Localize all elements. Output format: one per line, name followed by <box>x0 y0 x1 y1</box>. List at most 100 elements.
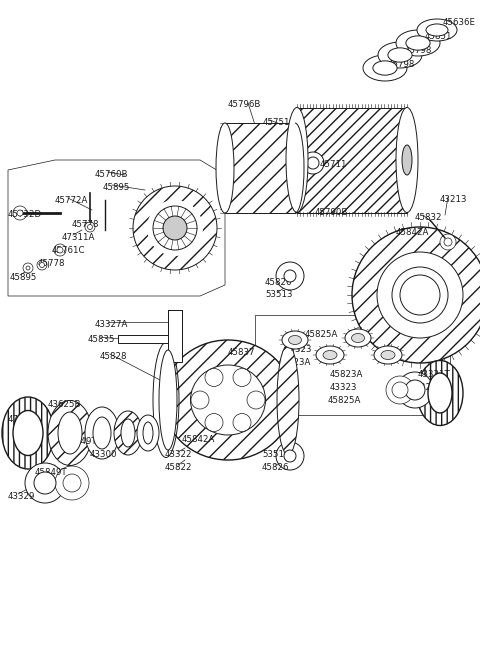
Circle shape <box>392 382 408 398</box>
Circle shape <box>153 206 197 250</box>
Ellipse shape <box>2 397 54 469</box>
Ellipse shape <box>85 407 119 459</box>
Ellipse shape <box>373 61 397 75</box>
Ellipse shape <box>121 419 135 447</box>
Text: 43300: 43300 <box>90 450 118 459</box>
Text: 45842A: 45842A <box>396 228 430 237</box>
Circle shape <box>284 270 296 282</box>
Circle shape <box>397 372 433 408</box>
Text: 47311A: 47311A <box>62 233 96 242</box>
Text: 43329: 43329 <box>8 492 36 501</box>
Ellipse shape <box>13 411 43 455</box>
Circle shape <box>302 152 324 174</box>
Text: 45796B: 45796B <box>228 100 262 109</box>
Bar <box>168 310 182 362</box>
Polygon shape <box>8 160 225 296</box>
Ellipse shape <box>191 365 265 435</box>
Circle shape <box>233 369 251 386</box>
Text: 43331T: 43331T <box>418 370 451 379</box>
Text: 45823A: 45823A <box>278 358 312 367</box>
Text: 45826: 45826 <box>262 463 289 472</box>
Text: 45790B: 45790B <box>315 208 348 217</box>
Circle shape <box>25 463 65 503</box>
Text: 45835: 45835 <box>88 335 116 344</box>
Ellipse shape <box>323 350 337 360</box>
Circle shape <box>276 442 304 470</box>
Circle shape <box>133 186 217 270</box>
Ellipse shape <box>363 55 407 81</box>
Text: 43625B: 43625B <box>48 400 82 409</box>
Ellipse shape <box>428 373 452 413</box>
Ellipse shape <box>288 335 301 345</box>
Text: 45828: 45828 <box>100 352 128 361</box>
Text: 45826: 45826 <box>265 278 292 287</box>
Text: 43322: 43322 <box>165 450 192 459</box>
Bar <box>255 315 450 415</box>
Text: 45825A: 45825A <box>305 330 338 339</box>
Ellipse shape <box>388 48 412 62</box>
Text: 45761C: 45761C <box>52 246 85 255</box>
Bar <box>118 335 168 343</box>
Ellipse shape <box>378 42 422 68</box>
Text: 45798: 45798 <box>388 60 415 69</box>
Text: 45895: 45895 <box>103 183 131 192</box>
Circle shape <box>205 369 223 386</box>
Circle shape <box>163 216 187 240</box>
Ellipse shape <box>163 340 293 460</box>
Ellipse shape <box>216 123 234 213</box>
Circle shape <box>400 275 440 315</box>
Circle shape <box>34 472 56 494</box>
Ellipse shape <box>159 350 177 450</box>
Circle shape <box>307 157 319 169</box>
Text: 43323: 43323 <box>330 383 358 392</box>
Circle shape <box>386 376 414 404</box>
Text: 43323: 43323 <box>285 345 312 354</box>
Circle shape <box>392 267 448 323</box>
Circle shape <box>377 252 463 338</box>
Bar <box>168 310 182 362</box>
Text: 45849T: 45849T <box>35 468 68 477</box>
Ellipse shape <box>277 345 299 455</box>
Circle shape <box>87 225 93 229</box>
Text: 53513: 53513 <box>262 450 289 459</box>
Bar <box>225 123 295 213</box>
Ellipse shape <box>351 333 364 343</box>
Ellipse shape <box>286 107 308 212</box>
Text: 45822: 45822 <box>165 463 192 472</box>
Ellipse shape <box>58 412 82 454</box>
Circle shape <box>444 238 452 246</box>
Ellipse shape <box>417 19 457 41</box>
Text: 43213: 43213 <box>440 195 468 204</box>
Ellipse shape <box>316 346 344 364</box>
Text: 45832: 45832 <box>415 213 443 222</box>
Text: 45711: 45711 <box>320 160 348 169</box>
Circle shape <box>276 262 304 290</box>
Circle shape <box>85 222 95 232</box>
Circle shape <box>39 263 45 267</box>
Ellipse shape <box>381 350 395 360</box>
Text: 45772A: 45772A <box>55 196 88 205</box>
Bar <box>297 108 407 213</box>
Circle shape <box>233 413 251 432</box>
Ellipse shape <box>143 422 153 444</box>
Text: 45825A: 45825A <box>328 396 361 405</box>
Bar <box>225 123 295 213</box>
Circle shape <box>205 413 223 432</box>
Text: 45751: 45751 <box>263 118 290 127</box>
Text: 45837: 45837 <box>228 348 255 357</box>
Ellipse shape <box>396 107 418 212</box>
Text: 45636E: 45636E <box>443 18 476 27</box>
Text: 45842A: 45842A <box>182 435 216 444</box>
Text: 45823A: 45823A <box>330 370 363 379</box>
Text: 43329: 43329 <box>410 383 437 392</box>
Circle shape <box>55 466 89 500</box>
Text: 45895: 45895 <box>10 273 37 282</box>
Ellipse shape <box>282 331 308 349</box>
Text: 45732D: 45732D <box>8 210 42 219</box>
Text: 43327A: 43327A <box>95 320 128 329</box>
Text: 45798: 45798 <box>405 46 432 55</box>
Circle shape <box>23 263 33 273</box>
Circle shape <box>284 450 296 462</box>
Circle shape <box>352 227 480 363</box>
Circle shape <box>13 206 27 220</box>
